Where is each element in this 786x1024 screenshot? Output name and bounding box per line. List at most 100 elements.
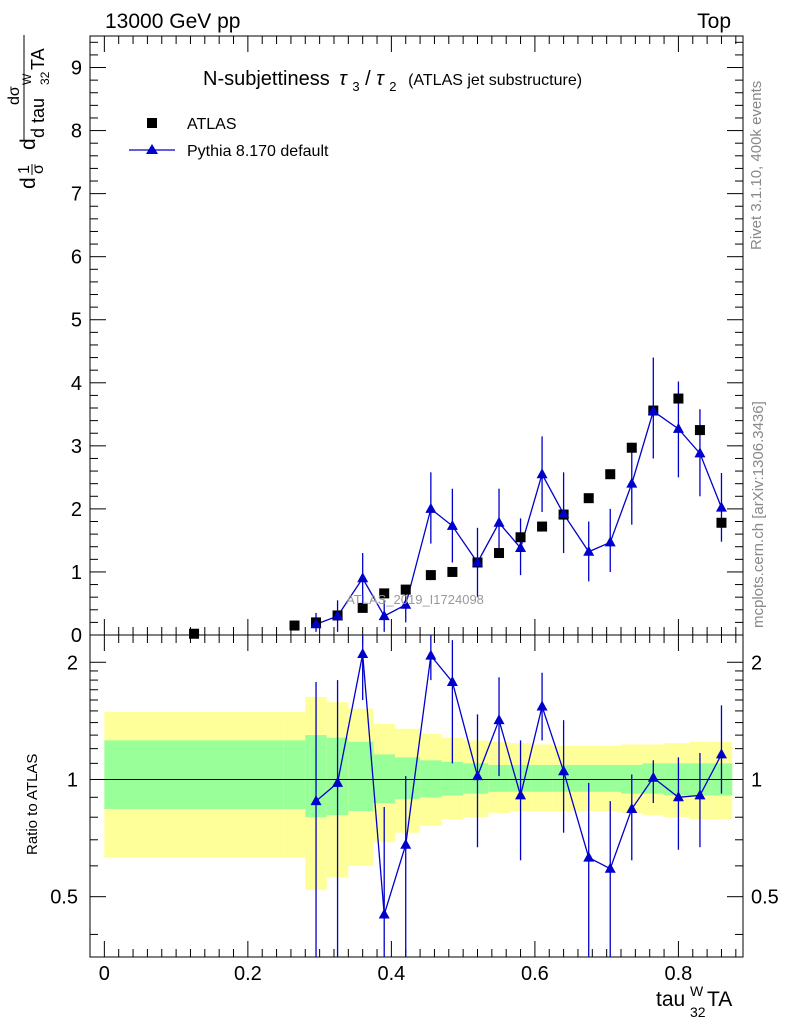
pythia-point: [378, 610, 390, 621]
pythia-point: [536, 468, 548, 479]
ratio-point: [536, 700, 548, 711]
green-band-segment: [283, 740, 306, 809]
atlas-point: [447, 566, 458, 577]
title-tau3: τ: [339, 68, 348, 90]
green-band-segment: [104, 740, 284, 809]
pythia-point: [694, 447, 706, 458]
pythia-point: [446, 519, 458, 530]
pythia-point: [332, 610, 344, 621]
atlas-point: [626, 442, 637, 453]
legend-pythia-label: Pythia 8.170 default: [187, 143, 329, 160]
legend: ATLAS Pythia 8.170 default: [129, 116, 329, 160]
plot-title: N-subjettiness τ 3 / τ 2 (ATLAS jet subs…: [203, 68, 582, 96]
xlabel-base: tau: [656, 988, 685, 1011]
ylabel-denom: d tau: [28, 98, 48, 138]
pythia-point: [626, 477, 638, 488]
ratio-point: [583, 851, 595, 862]
ratio-y-tick-label-right: 1: [751, 769, 762, 791]
ratio-y-tick-label-left: 0.5: [50, 887, 78, 909]
main-y-tick-label: 1: [71, 562, 82, 584]
ratio-point: [672, 791, 684, 802]
pythia-point: [558, 507, 570, 518]
main-y-tick-label: 8: [71, 121, 82, 143]
pythia-point: [672, 422, 684, 433]
x-tick-label: 0: [99, 963, 110, 985]
title-paren: (ATLAS jet substructure): [408, 72, 582, 89]
main-y-axis: 0 1 2 3 4 5 6 7 8 9: [71, 41, 743, 647]
main-y-tick-label: 9: [71, 58, 82, 80]
ratio-y-tick-label-right: 2: [751, 652, 762, 674]
ratio-series-group: [310, 635, 727, 957]
atlas-point: [605, 469, 616, 480]
ratio-point: [515, 789, 527, 800]
title-main: N-subjettiness: [203, 68, 330, 90]
atlas-point: [189, 628, 200, 639]
ratio-y-axis: 0.5 0.5 1 1 2 2: [50, 652, 779, 935]
ylabel-sup: W: [20, 73, 34, 85]
pythia-point: [515, 541, 527, 552]
x-tick-label: 0.6: [521, 963, 549, 985]
title-tau2: τ: [376, 68, 385, 90]
atlas-point: [400, 584, 411, 595]
ratio-point: [425, 649, 437, 660]
title-sub2: 2: [389, 79, 396, 94]
atlas-point: [357, 602, 368, 613]
x-tick-label: 0.2: [234, 963, 262, 985]
title-sub3: 3: [352, 79, 359, 94]
green-band-segment: [577, 764, 600, 792]
atlas-point: [694, 425, 705, 436]
pythia-point: [471, 556, 483, 567]
atlas-point: [673, 393, 684, 404]
ratio-point: [558, 765, 570, 776]
header-right: Top: [697, 10, 731, 33]
atlas-point: [494, 548, 505, 559]
uncertainty-bands: [104, 696, 733, 891]
green-band-segment: [531, 764, 553, 792]
green-band-segment: [441, 761, 464, 796]
atlas-point: [537, 521, 548, 532]
atlas-point: [379, 588, 390, 599]
x-axis-label: tau W 32 TA: [656, 983, 732, 1020]
main-y-tick-label: 4: [71, 373, 82, 395]
legend-atlas-label: ATLAS: [187, 116, 237, 133]
green-band-segment: [488, 764, 510, 792]
green-band-segment: [373, 754, 395, 804]
pythia-point: [357, 572, 369, 583]
side-label-mcplots: mcplots.cern.ch [arXiv:1306.3436]: [750, 401, 767, 628]
atlas-point: [583, 493, 594, 504]
xlabel-sub: 32: [690, 1004, 706, 1020]
header-left: 13000 GeV pp: [105, 10, 240, 33]
x-axis: 0 0.2 0.4 0.6 0.8: [99, 36, 737, 985]
main-y-tick-label: 6: [71, 247, 82, 269]
ratio-y-tick-label-left: 2: [67, 652, 78, 674]
pythia-point: [425, 502, 437, 513]
pythia-point: [493, 516, 505, 527]
ratio-point: [332, 776, 344, 787]
pythia-point: [604, 536, 616, 547]
pythia-point: [400, 598, 412, 609]
main-y-label: d 1 σ d dσ d tau W 32 TA: [6, 35, 52, 189]
main-series-group: [189, 357, 727, 639]
ratio-point: [378, 908, 390, 919]
xlabel-ta: TA: [707, 988, 732, 1011]
ylabel-sub: 32: [38, 71, 52, 85]
green-band-segment: [599, 764, 622, 792]
pythia-point: [647, 405, 659, 416]
ratio-point: [715, 748, 727, 759]
ylabel-sigma1: σ: [30, 164, 47, 174]
watermark: ATLAS_2019_I1724098: [346, 592, 484, 607]
main-y-tick-label: 3: [71, 436, 82, 458]
atlas-point: [289, 620, 300, 631]
legend-pythia-marker: [146, 144, 158, 154]
ratio-point: [647, 771, 659, 782]
ylabel-d2: d: [17, 138, 40, 150]
main-y-tick-label: 0: [71, 625, 82, 647]
ratio-point: [357, 648, 369, 659]
pythia-point: [715, 501, 727, 512]
ylabel-dsigma: dσ: [6, 86, 23, 105]
ylabel-one: 1: [16, 165, 33, 174]
xlabel-sup: W: [690, 983, 704, 999]
pythia-point: [583, 545, 595, 556]
main-y-tick-label: 2: [71, 499, 82, 521]
